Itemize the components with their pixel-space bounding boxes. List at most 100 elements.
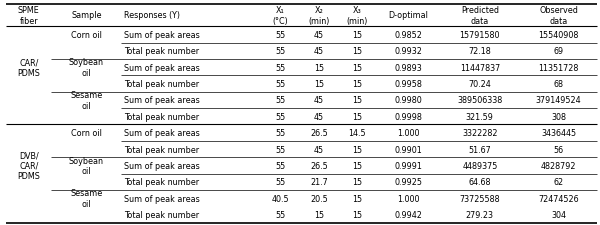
Text: 26.5: 26.5 — [310, 161, 328, 170]
Text: 55: 55 — [275, 128, 286, 137]
Text: 45: 45 — [314, 145, 324, 154]
Text: 15: 15 — [352, 80, 362, 89]
Text: 4489375: 4489375 — [462, 161, 497, 170]
Text: 45: 45 — [314, 47, 324, 56]
Text: Sum of peak areas: Sum of peak areas — [124, 96, 200, 105]
Text: Sum of peak areas: Sum of peak areas — [124, 128, 200, 137]
Text: 40.5: 40.5 — [272, 194, 289, 203]
Text: 55: 55 — [275, 178, 286, 187]
Text: Predicted
data: Predicted data — [461, 6, 499, 25]
Text: 45: 45 — [314, 96, 324, 105]
Text: 1.000: 1.000 — [397, 194, 419, 203]
Text: 64.68: 64.68 — [469, 178, 491, 187]
Text: 379149524: 379149524 — [536, 96, 581, 105]
Text: 321.59: 321.59 — [466, 112, 494, 121]
Text: 72.18: 72.18 — [469, 47, 491, 56]
Text: 45: 45 — [314, 112, 324, 121]
Text: Total peak number: Total peak number — [124, 80, 199, 89]
Text: Sesame
oil: Sesame oil — [70, 91, 103, 110]
Text: 11351728: 11351728 — [538, 63, 579, 72]
Text: 51.67: 51.67 — [469, 145, 491, 154]
Text: 55: 55 — [275, 161, 286, 170]
Text: Sum of peak areas: Sum of peak areas — [124, 194, 200, 203]
Text: 15: 15 — [352, 47, 362, 56]
Text: Sum of peak areas: Sum of peak areas — [124, 63, 200, 72]
Text: Total peak number: Total peak number — [124, 112, 199, 121]
Text: 15: 15 — [352, 178, 362, 187]
Text: Total peak number: Total peak number — [124, 210, 199, 219]
Text: SPME
fiber: SPME fiber — [18, 6, 40, 25]
Text: 15: 15 — [352, 112, 362, 121]
Text: 304: 304 — [551, 210, 566, 219]
Text: 11447837: 11447837 — [460, 63, 500, 72]
Text: 0.9942: 0.9942 — [394, 210, 422, 219]
Text: 0.9901: 0.9901 — [394, 145, 422, 154]
Text: 68: 68 — [554, 80, 563, 89]
Text: 0.9925: 0.9925 — [394, 178, 422, 187]
Text: 55: 55 — [275, 210, 286, 219]
Text: 15: 15 — [352, 31, 362, 40]
Text: 45: 45 — [314, 31, 324, 40]
Text: 279.23: 279.23 — [466, 210, 494, 219]
Text: 3322282: 3322282 — [462, 128, 497, 137]
Text: Soybean
oil: Soybean oil — [69, 58, 104, 77]
Text: Sum of peak areas: Sum of peak areas — [124, 161, 200, 170]
Text: 3436445: 3436445 — [541, 128, 576, 137]
Text: Corn oil: Corn oil — [71, 128, 102, 137]
Text: 15: 15 — [352, 161, 362, 170]
Text: 14.5: 14.5 — [349, 128, 366, 137]
Text: Soybean
oil: Soybean oil — [69, 156, 104, 175]
Text: 308: 308 — [551, 112, 566, 121]
Text: 0.9852: 0.9852 — [394, 31, 422, 40]
Text: 15540908: 15540908 — [538, 31, 579, 40]
Text: 69: 69 — [553, 47, 563, 56]
Text: 21.7: 21.7 — [310, 178, 328, 187]
Text: Observed
data: Observed data — [539, 6, 578, 25]
Text: 55: 55 — [275, 63, 286, 72]
Text: 15: 15 — [352, 194, 362, 203]
Text: 15: 15 — [314, 80, 324, 89]
Text: Corn oil: Corn oil — [71, 31, 102, 40]
Text: 15: 15 — [314, 210, 324, 219]
Text: D-optimal: D-optimal — [388, 11, 428, 20]
Text: DVB/
CAR/
PDMS: DVB/ CAR/ PDMS — [17, 151, 40, 180]
Text: 55: 55 — [275, 80, 286, 89]
Text: Total peak number: Total peak number — [124, 178, 199, 187]
Text: 389506338: 389506338 — [457, 96, 502, 105]
Text: 73725588: 73725588 — [460, 194, 500, 203]
Text: 15: 15 — [352, 96, 362, 105]
Text: 15: 15 — [314, 63, 324, 72]
Text: 55: 55 — [275, 145, 286, 154]
Text: 55: 55 — [275, 112, 286, 121]
Text: Responses (Y): Responses (Y) — [124, 11, 180, 20]
Text: Sum of peak areas: Sum of peak areas — [124, 31, 200, 40]
Text: 0.9932: 0.9932 — [394, 47, 422, 56]
Text: 0.9991: 0.9991 — [394, 161, 422, 170]
Text: X₂
(min): X₂ (min) — [308, 6, 329, 25]
Text: 0.9998: 0.9998 — [394, 112, 422, 121]
Text: Total peak number: Total peak number — [124, 145, 199, 154]
Text: 70.24: 70.24 — [469, 80, 491, 89]
Text: 55: 55 — [275, 47, 286, 56]
Text: 15: 15 — [352, 210, 362, 219]
Text: 15: 15 — [352, 145, 362, 154]
Text: 72474526: 72474526 — [538, 194, 579, 203]
Text: 0.9893: 0.9893 — [394, 63, 422, 72]
Text: Sesame
oil: Sesame oil — [70, 189, 103, 208]
Text: 62: 62 — [553, 178, 563, 187]
Text: X₁
(°C): X₁ (°C) — [272, 6, 289, 25]
Text: 55: 55 — [275, 96, 286, 105]
Text: 0.9980: 0.9980 — [394, 96, 422, 105]
Text: 0.9958: 0.9958 — [394, 80, 422, 89]
Text: CAR/
PDMS: CAR/ PDMS — [17, 58, 40, 77]
Text: 55: 55 — [275, 31, 286, 40]
Text: Total peak number: Total peak number — [124, 47, 199, 56]
Text: 56: 56 — [553, 145, 563, 154]
Text: 20.5: 20.5 — [310, 194, 328, 203]
Text: Sample: Sample — [71, 11, 101, 20]
Text: 15: 15 — [352, 63, 362, 72]
Text: 15791580: 15791580 — [460, 31, 500, 40]
Text: X₃
(min): X₃ (min) — [347, 6, 368, 25]
Text: 4828792: 4828792 — [541, 161, 576, 170]
Text: 26.5: 26.5 — [310, 128, 328, 137]
